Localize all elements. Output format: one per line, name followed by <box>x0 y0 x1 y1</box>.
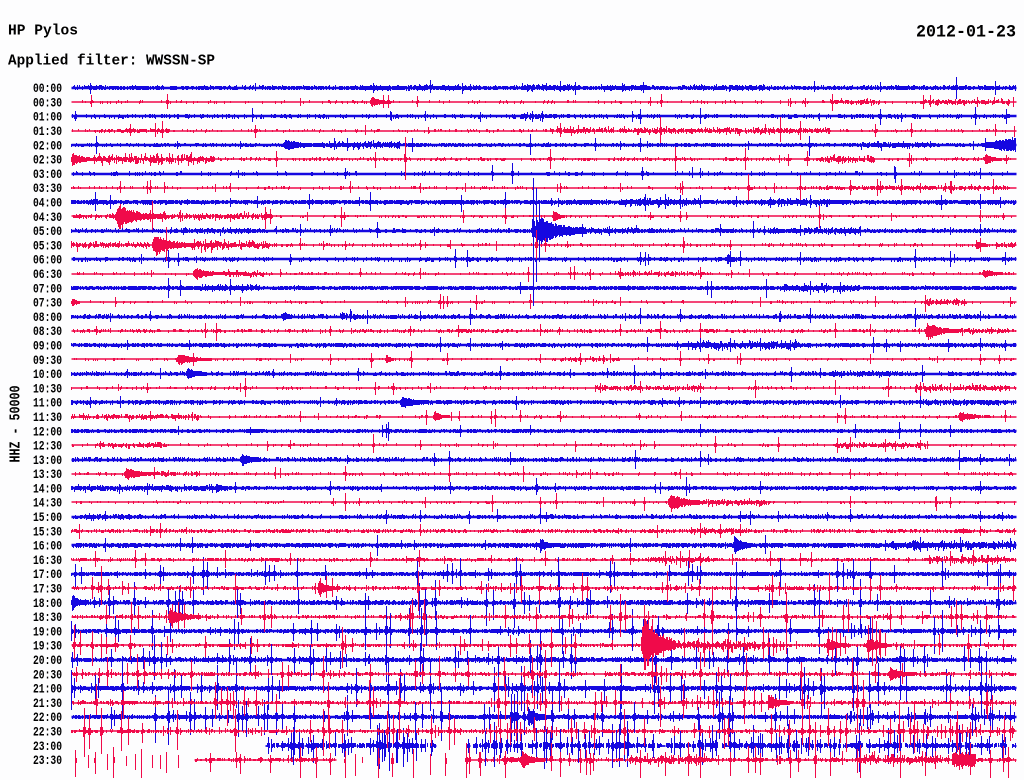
svg-text:15:00: 15:00 <box>33 511 62 525</box>
svg-text:11:00: 11:00 <box>33 397 62 411</box>
svg-text:12:00: 12:00 <box>33 425 62 439</box>
svg-text:06:30: 06:30 <box>33 268 62 282</box>
svg-text:HP Pylos: HP Pylos <box>8 23 78 40</box>
svg-text:09:30: 09:30 <box>33 354 62 368</box>
svg-text:02:00: 02:00 <box>33 139 62 153</box>
svg-text:06:00: 06:00 <box>33 254 62 268</box>
svg-text:17:00: 17:00 <box>33 568 62 582</box>
svg-text:22:00: 22:00 <box>33 711 62 725</box>
svg-text:22:30: 22:30 <box>33 726 62 740</box>
svg-text:10:00: 10:00 <box>33 368 62 382</box>
svg-text:20:00: 20:00 <box>33 654 62 668</box>
svg-text:11:30: 11:30 <box>33 411 62 425</box>
svg-text:01:30: 01:30 <box>33 125 62 139</box>
svg-text:14:00: 14:00 <box>33 482 62 496</box>
svg-text:13:30: 13:30 <box>33 468 62 482</box>
svg-text:03:00: 03:00 <box>33 168 62 182</box>
svg-text:21:00: 21:00 <box>33 683 62 697</box>
svg-text:19:00: 19:00 <box>33 625 62 639</box>
svg-text:05:30: 05:30 <box>33 239 62 253</box>
svg-text:09:00: 09:00 <box>33 340 62 354</box>
svg-text:01:00: 01:00 <box>33 111 62 125</box>
svg-text:21:30: 21:30 <box>33 697 62 711</box>
svg-text:12:30: 12:30 <box>33 440 62 454</box>
svg-text:16:00: 16:00 <box>33 540 62 554</box>
svg-text:18:00: 18:00 <box>33 597 62 611</box>
svg-text:2012-01-23: 2012-01-23 <box>916 23 1016 43</box>
svg-text:23:00: 23:00 <box>33 740 62 754</box>
svg-text:15:30: 15:30 <box>33 525 62 539</box>
svg-text:00:30: 00:30 <box>33 96 62 110</box>
svg-text:07:30: 07:30 <box>33 297 62 311</box>
svg-text:14:30: 14:30 <box>33 497 62 511</box>
svg-text:17:30: 17:30 <box>33 583 62 597</box>
svg-text:05:00: 05:00 <box>33 225 62 239</box>
svg-text:10:30: 10:30 <box>33 382 62 396</box>
svg-text:04:30: 04:30 <box>33 211 62 225</box>
svg-text:04:00: 04:00 <box>33 197 62 211</box>
svg-text:03:30: 03:30 <box>33 182 62 196</box>
svg-text:18:30: 18:30 <box>33 611 62 625</box>
svg-text:07:00: 07:00 <box>33 282 62 296</box>
svg-text:Applied filter: WWSSN-SP: Applied filter: WWSSN-SP <box>8 54 215 70</box>
svg-text:08:00: 08:00 <box>33 311 62 325</box>
svg-text:23:30: 23:30 <box>33 754 62 768</box>
svg-text:HHZ - 50000: HHZ - 50000 <box>8 386 25 463</box>
svg-text:02:30: 02:30 <box>33 154 62 168</box>
svg-text:08:30: 08:30 <box>33 325 62 339</box>
svg-text:20:30: 20:30 <box>33 668 62 682</box>
svg-text:19:30: 19:30 <box>33 640 62 654</box>
svg-text:13:00: 13:00 <box>33 454 62 468</box>
svg-text:00:00: 00:00 <box>33 82 62 96</box>
svg-text:16:30: 16:30 <box>33 554 62 568</box>
